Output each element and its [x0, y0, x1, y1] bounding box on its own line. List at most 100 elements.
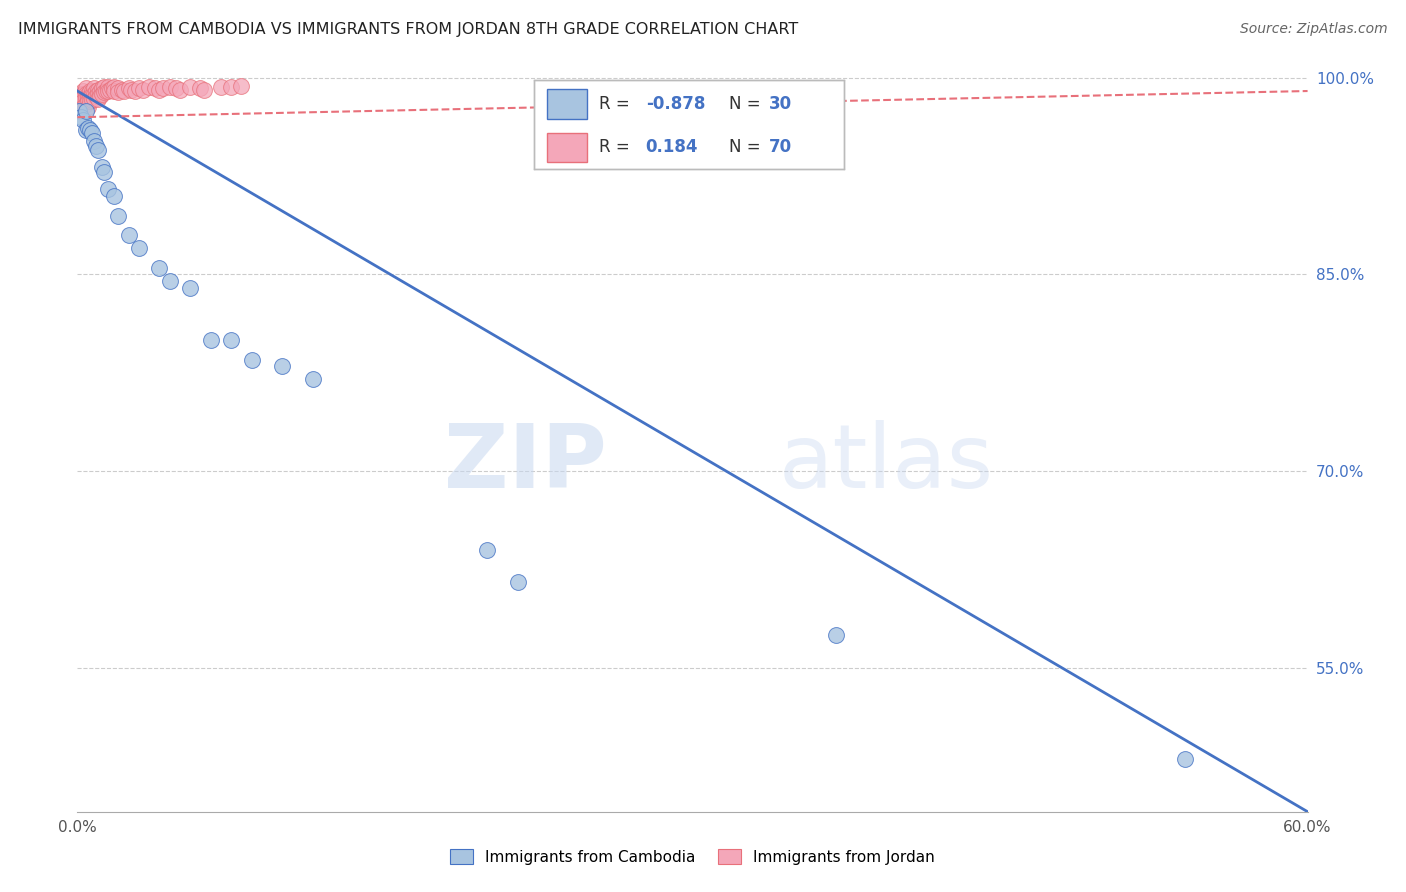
Point [1174, 752, 1197, 766]
Point [83, 92, 105, 106]
Text: 30: 30 [769, 95, 793, 113]
Point [159, 274, 181, 288]
Point [117, 81, 139, 95]
Point [209, 80, 232, 95]
Text: R =: R = [599, 95, 636, 113]
Point [219, 80, 242, 95]
Point [89, 84, 111, 98]
Point [138, 80, 160, 95]
Point [159, 80, 181, 95]
Point [87, 143, 110, 157]
Point [97, 182, 120, 196]
Point [111, 83, 134, 97]
Point [120, 83, 142, 97]
Point [231, 78, 253, 93]
Point [148, 260, 170, 275]
Point [219, 333, 242, 347]
Point [76, 90, 98, 104]
Point [169, 83, 191, 97]
Point [124, 84, 146, 98]
Point [67, 97, 90, 112]
Point [143, 81, 166, 95]
Point [80, 126, 103, 140]
Point [98, 83, 121, 97]
Point [75, 81, 97, 95]
Point [200, 333, 222, 347]
Point [67, 95, 90, 109]
Point [103, 80, 125, 95]
Point [152, 81, 174, 95]
Point [93, 86, 115, 100]
Point [103, 84, 125, 98]
Legend: Immigrants from Cambodia, Immigrants from Jordan: Immigrants from Cambodia, Immigrants fro… [444, 843, 941, 871]
Point [79, 123, 101, 137]
Point [103, 189, 125, 203]
Point [70, 100, 93, 114]
Point [87, 83, 110, 97]
Text: 70: 70 [769, 138, 793, 156]
Point [89, 89, 111, 103]
Point [93, 80, 115, 95]
Point [80, 93, 103, 107]
Point [72, 95, 94, 109]
Point [72, 90, 94, 104]
Point [128, 241, 150, 255]
Point [477, 542, 499, 557]
Point [240, 352, 263, 367]
Point [72, 112, 94, 127]
Text: ZIP: ZIP [443, 420, 606, 508]
Text: Source: ZipAtlas.com: Source: ZipAtlas.com [1240, 22, 1388, 37]
Text: atlas: atlas [779, 420, 994, 508]
Point [70, 87, 93, 101]
Text: N =: N = [730, 138, 766, 156]
Point [75, 87, 97, 101]
FancyBboxPatch shape [547, 133, 586, 162]
Point [87, 87, 110, 101]
Point [75, 123, 97, 137]
Point [79, 95, 101, 109]
Point [128, 81, 150, 95]
Point [75, 103, 97, 118]
Point [80, 87, 103, 102]
Point [72, 87, 94, 101]
Point [302, 372, 325, 386]
Point [84, 89, 107, 103]
Point [67, 90, 90, 104]
Text: IMMIGRANTS FROM CAMBODIA VS IMMIGRANTS FROM JORDAN 8TH GRADE CORRELATION CHART: IMMIGRANTS FROM CAMBODIA VS IMMIGRANTS F… [18, 22, 799, 37]
Point [114, 84, 136, 98]
Point [72, 100, 94, 114]
Point [508, 575, 530, 590]
Point [79, 89, 101, 103]
Point [107, 86, 129, 100]
Point [75, 90, 97, 104]
Text: -0.878: -0.878 [645, 95, 704, 113]
Point [72, 84, 94, 98]
Point [94, 84, 117, 98]
Point [132, 83, 155, 97]
Point [188, 81, 212, 95]
Point [79, 84, 101, 98]
Point [825, 628, 848, 642]
Point [84, 84, 107, 98]
Point [87, 92, 110, 106]
Point [179, 80, 201, 95]
Text: N =: N = [730, 95, 766, 113]
Point [107, 209, 129, 223]
Point [70, 110, 93, 124]
Text: 0.184: 0.184 [645, 138, 699, 156]
Point [93, 165, 115, 179]
Point [70, 93, 93, 107]
Point [101, 81, 124, 95]
Point [117, 228, 139, 243]
Text: R =: R = [599, 138, 641, 156]
Point [90, 87, 114, 101]
Point [107, 81, 129, 95]
Point [83, 134, 105, 148]
Point [97, 84, 120, 98]
Point [271, 359, 294, 374]
FancyBboxPatch shape [547, 89, 586, 119]
Point [84, 139, 107, 153]
Point [83, 87, 105, 101]
Point [90, 81, 114, 95]
Point [90, 160, 114, 174]
